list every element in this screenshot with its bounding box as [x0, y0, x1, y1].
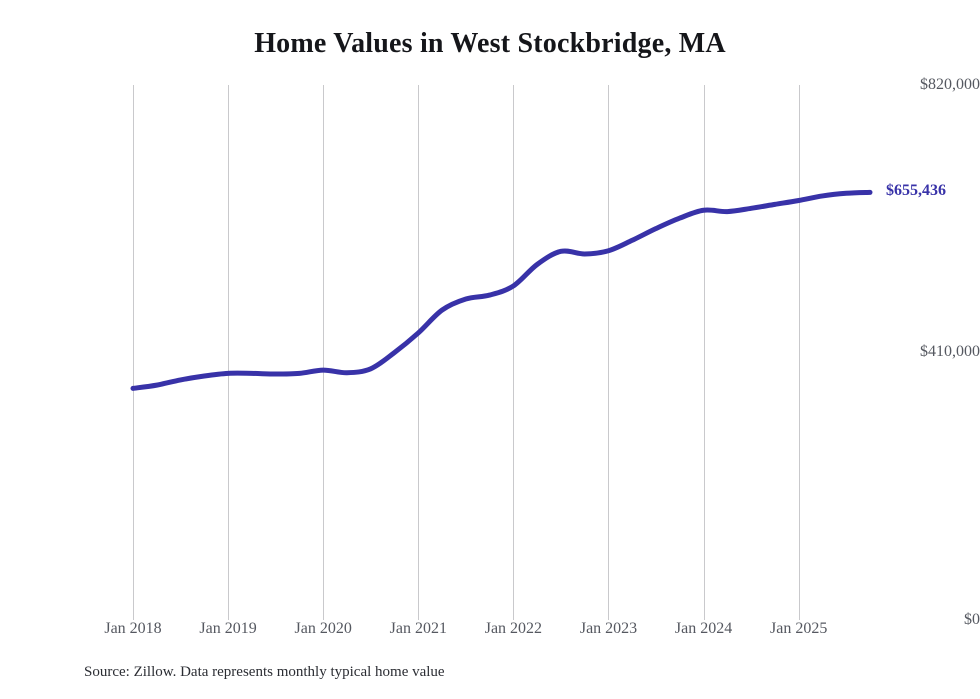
x-axis-tick-jan-2019: Jan 2019	[199, 620, 257, 637]
x-axis-tick-jan-2023: Jan 2023	[579, 620, 638, 637]
series-line-typical-home-value	[130, 189, 873, 391]
gridlines	[133, 85, 800, 620]
x-axis-tick-jan-2021: Jan 2021	[389, 620, 447, 637]
x-axis-tick-jan-2018: Jan 2018	[104, 620, 162, 637]
x-axis-tick-jan-2025: Jan 2025	[770, 620, 828, 637]
x-axis-tick-jan-2020: Jan 2020	[294, 620, 352, 637]
y-axis-tick-820000: $820,000	[920, 76, 980, 93]
y-axis-tick-0: $0	[964, 611, 980, 628]
x-axis-tick-jan-2024: Jan 2024	[674, 620, 733, 637]
source-note: Source: Zillow. Data represents monthly …	[84, 664, 445, 680]
end-value-annotation: $655,436	[886, 182, 946, 200]
chart-title: Home Values in West Stockbridge, MA	[254, 28, 726, 59]
x-axis-tick-jan-2022: Jan 2022	[484, 620, 543, 637]
y-axis-tick-410000: $410,000	[920, 343, 980, 360]
